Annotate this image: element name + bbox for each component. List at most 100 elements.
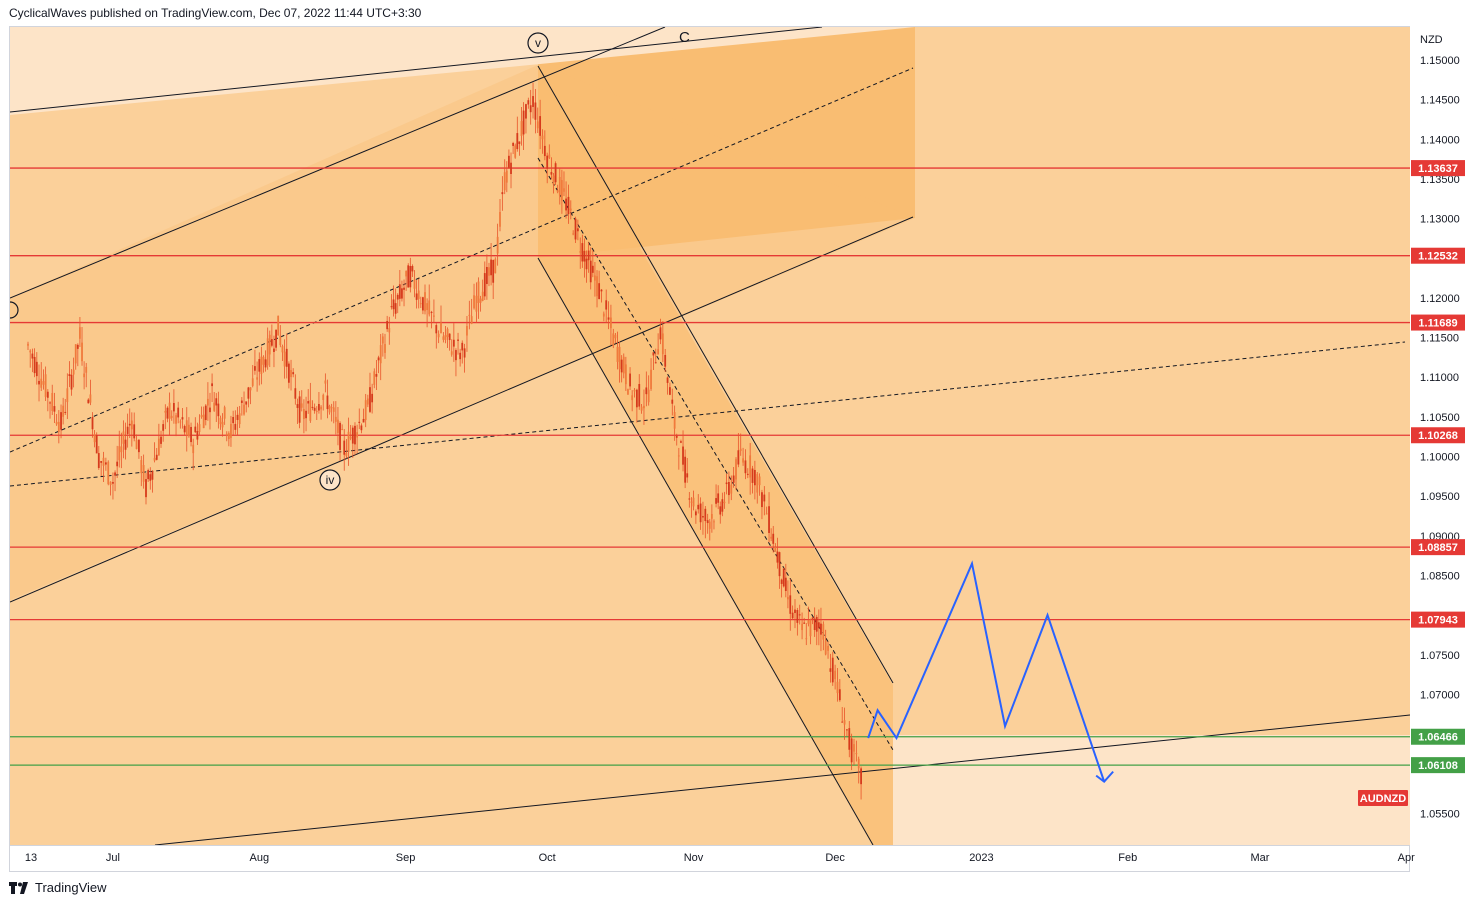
candle-body [848,728,851,750]
candle-body [332,407,335,412]
downchannel-mid[interactable] [537,157,894,751]
candle-body [659,327,662,340]
candle-body [807,620,810,624]
candle-body [677,455,680,457]
level-tag-bg-red-1 [1411,247,1465,264]
channel-lines[interactable] [10,27,1410,845]
candle-body [715,498,717,504]
projection-path[interactable] [867,560,1114,783]
candle-body [66,388,69,403]
candle-body [311,406,314,408]
level-tag-red-4: 1.08857 [1418,542,1458,554]
candle-body [371,393,374,403]
candle-body [801,623,803,631]
candle-body [543,145,546,157]
y-tick-1: 1.14500 [1420,95,1460,107]
y-tick-10: 1.09500 [1420,491,1460,503]
y-tick-15: 1.05500 [1420,808,1460,820]
candle-body [179,421,182,423]
downchannel-lower[interactable] [537,257,874,845]
candle-body [518,141,521,144]
candle-body [360,425,363,431]
candle-body [669,387,671,395]
candle-body [673,412,676,429]
price-axis[interactable]: NZD 1.15000 1.14500 1.14000 1.13500 1.13000 1… [1420,34,1460,820]
candle-body [292,372,295,375]
candle-body [330,407,333,409]
candle-body [690,501,693,503]
x-tick-2: Aug [249,852,269,864]
candle-body [444,334,447,340]
candle-body [168,402,171,420]
candle-body [569,208,572,211]
candle-body [405,270,408,277]
level-tag-bg-green-1 [1411,757,1465,774]
candle-body [133,424,136,439]
candle-body [446,328,449,338]
candle-body [448,333,451,341]
candle-body [151,471,154,480]
candle-body [556,190,559,193]
long-trend-dashed[interactable] [10,341,1406,487]
candle-body [44,374,47,397]
candle-body [268,334,271,355]
candle-body [343,440,346,455]
candle-body [430,311,433,313]
tradingview-footer[interactable]: TradingView [9,880,107,895]
candle-body [403,287,405,290]
svg-text:AUDNZD: AUDNZD [1360,793,1406,805]
candle-body [225,433,228,436]
candle-body [761,492,763,508]
candle-body [461,342,464,351]
time-axis[interactable]: 13 Jul Aug Sep Oct Nov Dec 2023 Feb Mar Apr [25,852,1415,864]
level-tag-red-0: 1.13637 [1418,163,1458,175]
fib-zones [10,27,1410,845]
horizontal-levels[interactable] [10,167,1410,766]
candle-body [166,407,169,419]
x-tick-0: 13 [25,852,37,864]
candle-body [529,105,532,113]
candle-body [339,422,341,450]
candle-body [654,362,657,364]
candle-series [27,82,862,800]
candle-body [89,394,92,403]
candle-body [682,446,684,465]
candle-body [175,415,177,424]
candle-body [629,373,631,387]
candle-body [647,389,650,403]
candle-body [202,414,205,429]
candle-body [215,398,218,406]
candle-body [697,504,700,510]
candle-body [128,423,131,426]
candle-body [605,300,608,310]
candle-body [780,579,783,584]
candle-body [483,273,486,297]
candle-body [326,395,329,410]
candle-body [671,399,674,404]
candle-body [194,426,197,433]
candle-body [692,497,695,507]
candle-body [719,506,722,515]
upchannel-mid[interactable] [10,67,914,453]
level-tag-bg-red-3 [1411,427,1465,444]
candle-body [303,409,305,419]
candle-body [488,267,490,276]
candle-body [763,494,766,502]
x-tick-8: Feb [1118,852,1137,864]
channel-top[interactable] [10,27,823,113]
candle-body [753,469,756,486]
candle-body [765,513,768,515]
y-tick-6: 1.11500 [1420,333,1459,345]
candle-body [40,378,43,388]
projection-line[interactable] [867,560,1106,782]
downchannel-upper[interactable] [537,65,894,684]
candle-body [594,275,596,281]
candle-body [206,398,209,406]
upchannel-lower[interactable] [10,216,914,603]
zone-lower-left [10,460,538,845]
candle-body [270,339,273,346]
upchannel-upper[interactable] [10,27,666,299]
candle-body [558,177,561,196]
candle-body [546,155,549,169]
